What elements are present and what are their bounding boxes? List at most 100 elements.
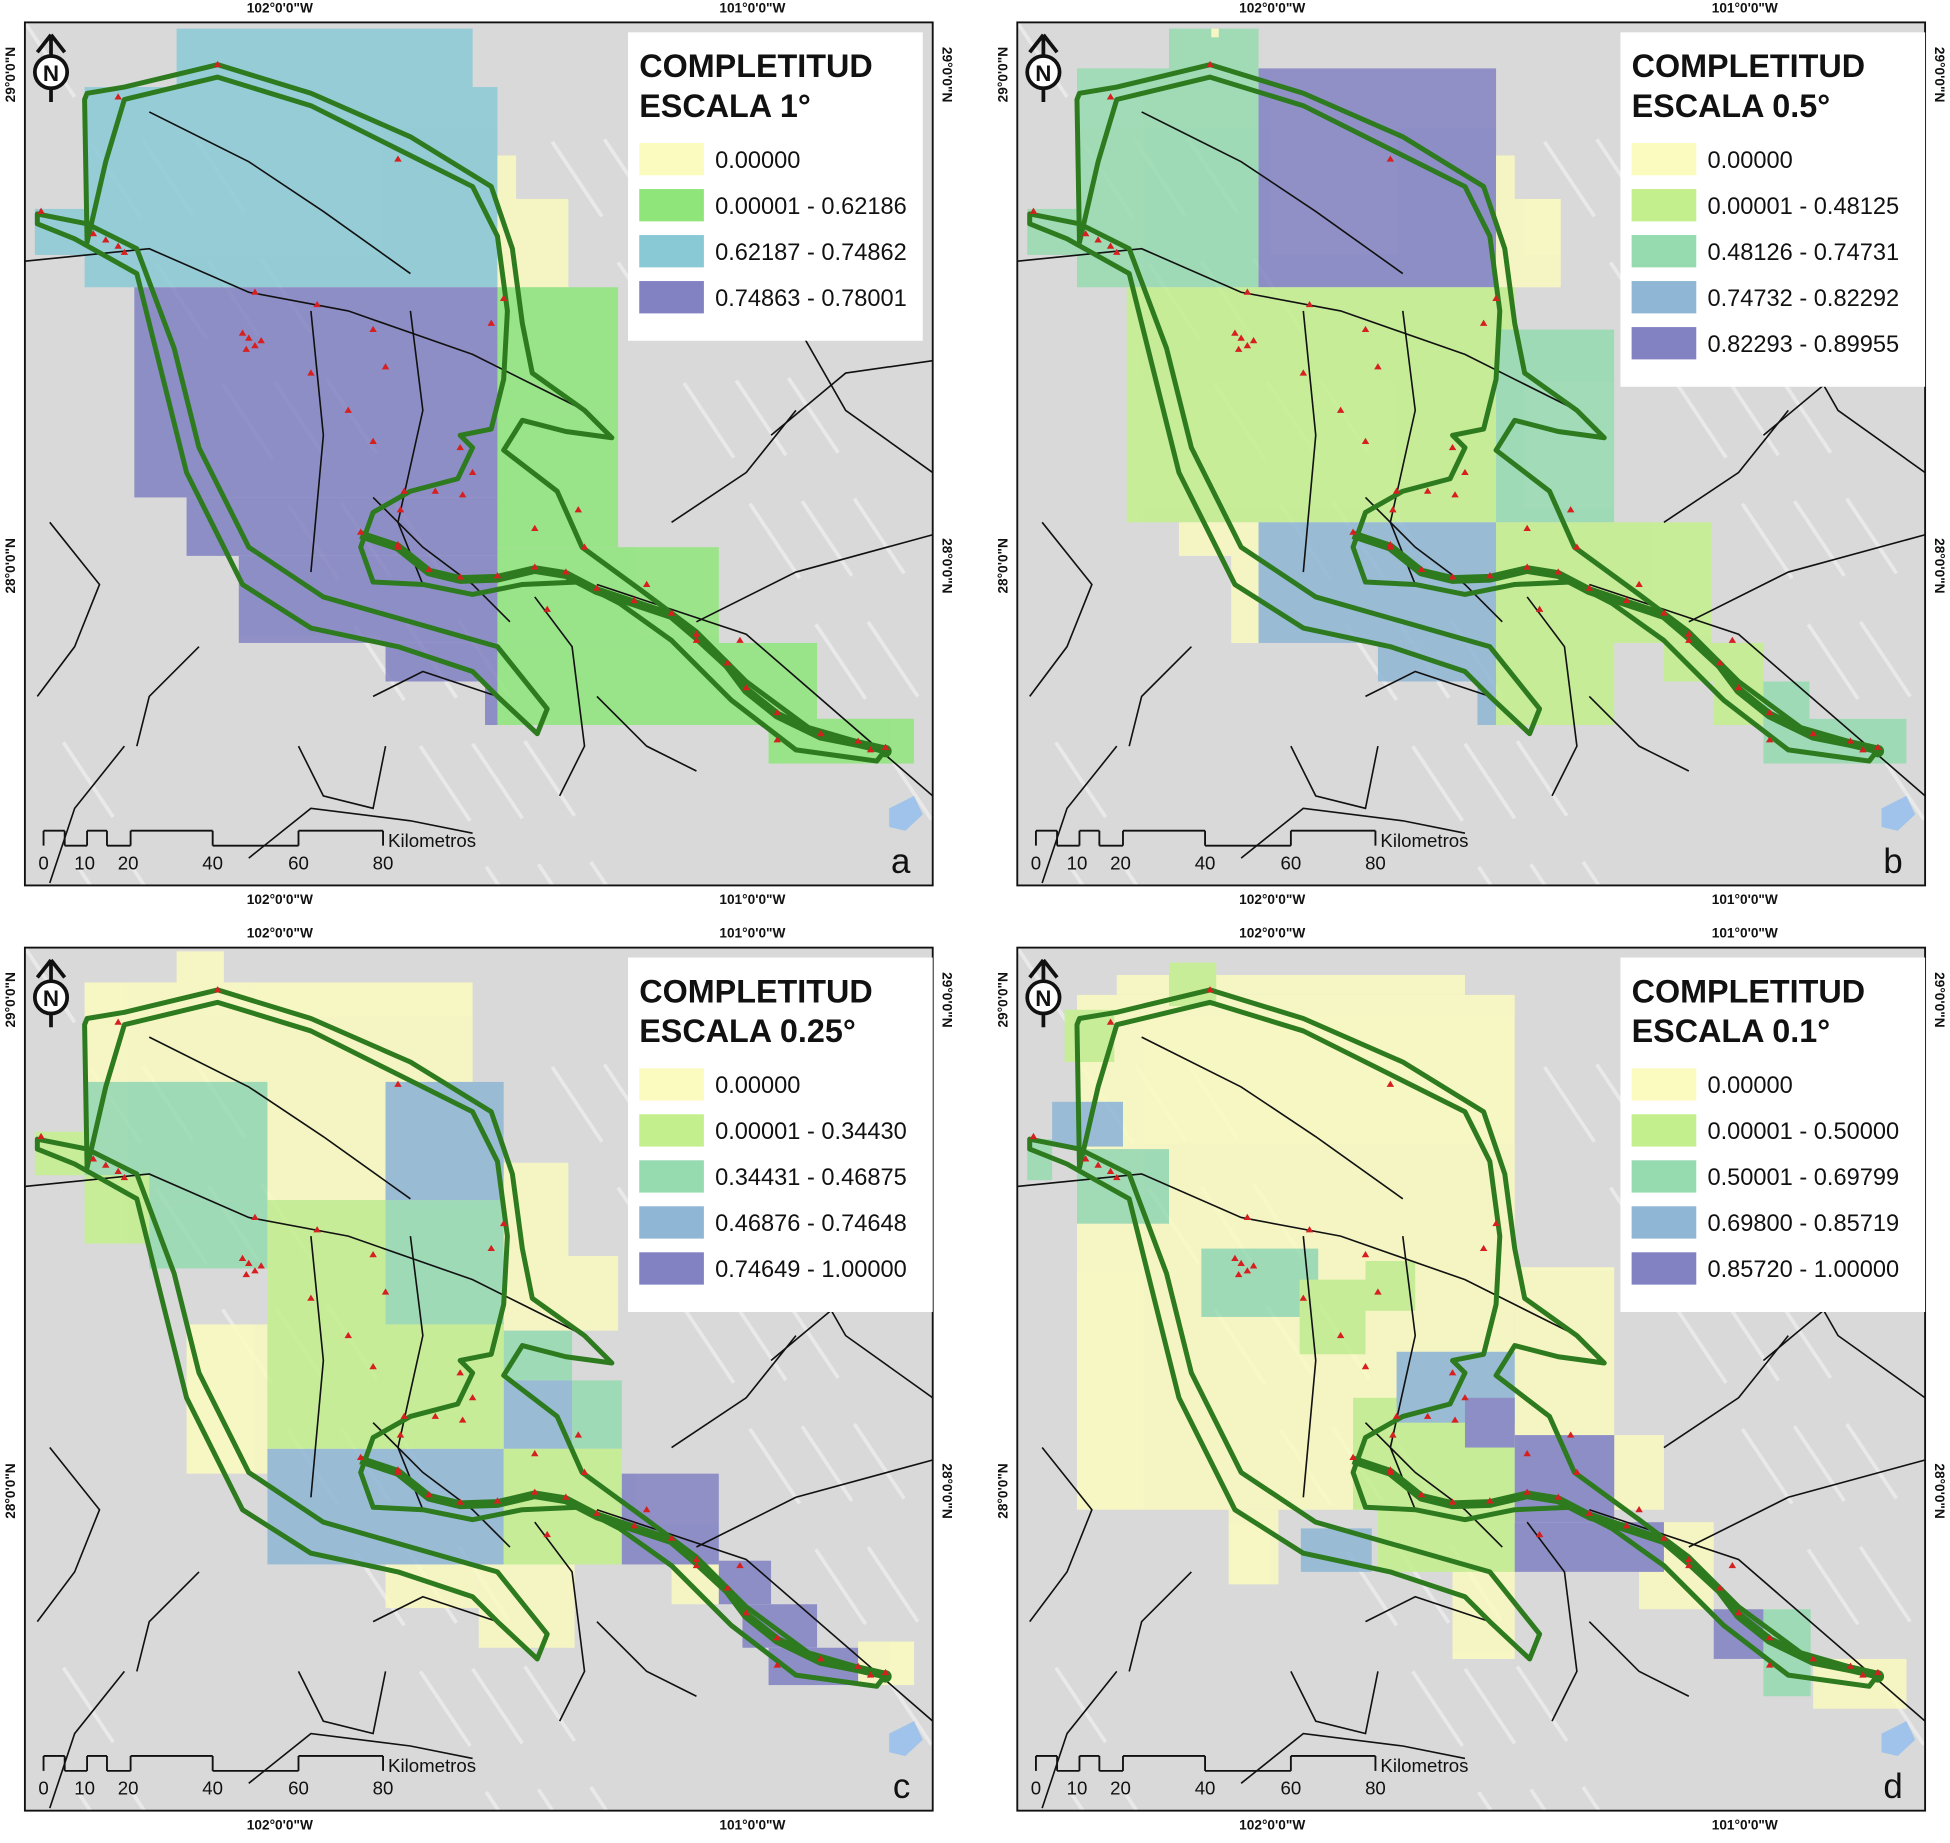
relief-ridge bbox=[814, 1548, 868, 1626]
record-site-marker bbox=[593, 1509, 601, 1516]
relief-ridge bbox=[61, 1666, 115, 1744]
road-line bbox=[1589, 583, 1926, 797]
record-site-marker bbox=[102, 1161, 110, 1168]
record-site-marker bbox=[866, 746, 875, 753]
relief-ridge bbox=[471, 742, 524, 820]
lat-label-left-south: 28°0'0"N bbox=[995, 1463, 1010, 1518]
road-line bbox=[1240, 807, 1466, 859]
north-arrow-pointer bbox=[1028, 33, 1059, 102]
relief-ridge bbox=[1411, 1670, 1465, 1748]
record-site-marker bbox=[580, 543, 589, 550]
record-site-marker bbox=[396, 506, 405, 513]
legend-item-label: 0.48126 - 0.74731 bbox=[1707, 240, 1899, 266]
legend-title-line1: COMPLETITUD bbox=[639, 48, 872, 84]
scale-bar-label: 60 bbox=[288, 852, 309, 873]
record-site-marker bbox=[369, 325, 377, 333]
map-panel-b: 102°0'0"W 101°0'0"W 102°0'0"W 101°0'0"W 29°0… bbox=[995, 0, 1947, 907]
record-site-marker bbox=[1386, 1080, 1395, 1087]
record-site-marker bbox=[1361, 325, 1370, 333]
scale-bar-line bbox=[42, 829, 384, 847]
relief-ridge bbox=[800, 500, 854, 577]
road-line bbox=[1663, 1335, 1789, 1449]
record-site-marker bbox=[1554, 1493, 1562, 1500]
record-site-marker bbox=[1728, 636, 1737, 643]
record-site-marker bbox=[1081, 230, 1090, 237]
map-frame bbox=[1016, 946, 1927, 1812]
relief-ridge bbox=[682, 1307, 736, 1384]
record-site-marker bbox=[1374, 363, 1382, 370]
grid-cell bbox=[385, 1324, 504, 1449]
record-site-marker bbox=[692, 1555, 701, 1562]
relief-ridge bbox=[484, 865, 501, 886]
relief-ridge bbox=[1740, 1427, 1794, 1505]
road-line bbox=[1141, 111, 1404, 275]
legend-item-label: 0.85720 - 1.00000 bbox=[1707, 1257, 1899, 1283]
relief-ridge bbox=[1858, 1545, 1912, 1623]
lat-label-right-north: 29°0'0"N bbox=[940, 972, 955, 1027]
record-site-marker bbox=[1765, 1634, 1774, 1641]
relief-ridge bbox=[589, 860, 609, 886]
river-corridor bbox=[1351, 530, 1879, 755]
record-site-marker bbox=[251, 288, 259, 295]
relief-ridge bbox=[1054, 1666, 1108, 1744]
record-site-marker bbox=[1113, 248, 1121, 255]
record-site-marker bbox=[456, 1369, 464, 1376]
legend-title-line1: COMPLETITUD bbox=[1632, 973, 1865, 1009]
record-site-marker bbox=[773, 1661, 781, 1668]
record-site-marker bbox=[1573, 1468, 1581, 1475]
road-line bbox=[372, 496, 511, 623]
record-site-marker bbox=[1423, 1412, 1432, 1419]
lat-label-right-south: 28°0'0"N bbox=[940, 1463, 955, 1518]
road-line bbox=[1588, 1621, 1690, 1697]
record-site-marker bbox=[1106, 1167, 1115, 1174]
lon-label-top-west: 102°0'0"W bbox=[1239, 0, 1305, 15]
record-site-marker bbox=[593, 584, 601, 591]
record-site-marker bbox=[1106, 93, 1115, 100]
record-site-marker bbox=[1734, 1609, 1743, 1616]
relief-ridge bbox=[484, 1790, 501, 1811]
record-site-marker bbox=[431, 1412, 440, 1419]
road-line bbox=[795, 322, 933, 474]
relief-ridge bbox=[523, 1665, 577, 1743]
scale-bar-label: 20 bbox=[118, 852, 139, 873]
record-site-marker bbox=[400, 487, 408, 494]
relief-ridge bbox=[536, 1788, 555, 1811]
legend-item-label: 0.50001 - 0.69799 bbox=[1707, 1165, 1899, 1191]
panel-letter: b bbox=[1883, 842, 1902, 881]
record-site-marker bbox=[1492, 1219, 1500, 1227]
relief-ridge bbox=[550, 1065, 604, 1143]
relief-ridge bbox=[1674, 381, 1728, 459]
road-line bbox=[310, 310, 325, 573]
completeness-grid bbox=[1027, 28, 1907, 764]
record-site-marker bbox=[1585, 1509, 1594, 1516]
road-line bbox=[1302, 310, 1317, 573]
road-line bbox=[148, 111, 411, 275]
panel-letter: a bbox=[891, 842, 911, 881]
record-site-marker bbox=[1361, 1362, 1370, 1370]
lon-label-top-west: 102°0'0"W bbox=[1239, 926, 1305, 941]
record-site-marker bbox=[1448, 1369, 1457, 1376]
relief-ridge bbox=[1727, 379, 1780, 457]
record-site-marker bbox=[1635, 1505, 1643, 1513]
lat-label-left-north: 29°0'0"N bbox=[995, 47, 1010, 102]
record-site-marker bbox=[1660, 609, 1668, 616]
scale-bar-line bbox=[1035, 1755, 1377, 1772]
road-line bbox=[1041, 745, 1118, 884]
grid-cell bbox=[385, 1200, 504, 1325]
record-site-marker bbox=[114, 93, 122, 100]
road-line bbox=[770, 359, 933, 436]
scale-bar-label: 60 bbox=[1281, 852, 1302, 873]
grid-cell bbox=[718, 1560, 772, 1605]
record-site-marker bbox=[1716, 1584, 1724, 1591]
legend: COMPLETITUD ESCALA 0.1° 0.00000 0.00001 - 0… bbox=[1620, 957, 1926, 1312]
relief-ridge bbox=[1477, 865, 1494, 886]
record-site-marker bbox=[1859, 1671, 1867, 1678]
lat-label-right-north: 29°0'0"N bbox=[1932, 47, 1947, 102]
record-site-marker bbox=[1765, 708, 1774, 716]
road-line bbox=[1365, 670, 1491, 698]
water-body bbox=[889, 1721, 923, 1756]
record-site-marker bbox=[854, 737, 862, 744]
record-site-marker bbox=[89, 230, 98, 237]
record-site-marker bbox=[257, 337, 265, 344]
road-line bbox=[1663, 409, 1789, 523]
